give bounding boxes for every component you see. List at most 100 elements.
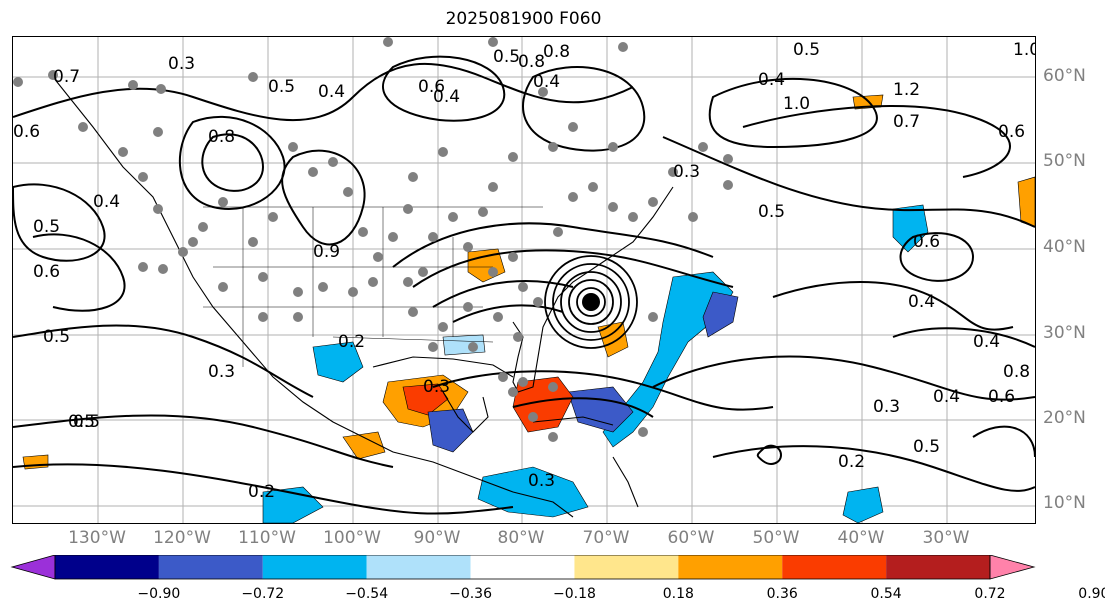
lat-label-60n: 60°N <box>1043 66 1086 86</box>
lon-label-130w: 130°W <box>68 528 126 548</box>
contour-label: 0.3 <box>873 397 900 417</box>
contour-label: 1.0 <box>1013 40 1035 60</box>
contour-label: 0.8 <box>208 127 235 147</box>
figure-title: 2025081900 F060 <box>445 9 602 29</box>
contour-label: 0.7 <box>893 112 920 132</box>
contour-label: 0.6 <box>418 77 445 97</box>
contour-label: 0.3 <box>423 377 450 397</box>
colorbar-tick-label: −0.72 <box>241 586 285 602</box>
shade-cool-central-america <box>477 466 589 518</box>
colorbar-segment <box>782 555 887 579</box>
contour-label: 0.5 <box>493 47 520 67</box>
colorbar-tick-label: 0.54 <box>870 586 902 602</box>
colorbar <box>10 555 1036 580</box>
contour-label: 0.8 <box>543 42 570 62</box>
contour-label: 1.2 <box>893 80 920 100</box>
contour-label: 0.5 <box>793 40 820 60</box>
lon-label-100w: 100°W <box>323 528 381 548</box>
lon-label-90w: 90°W <box>413 528 461 548</box>
contour-label: 0.3 <box>168 54 195 74</box>
colorbar-extend-high <box>989 555 1036 580</box>
contour-label: 0.4 <box>908 292 935 312</box>
colorbar-tick-label: 0.72 <box>974 586 1006 602</box>
shade-warm-mexico <box>342 431 386 460</box>
colorbar-segment <box>262 555 367 579</box>
lon-label-80w: 80°W <box>497 528 545 548</box>
contour-label: 0.7 <box>53 67 80 87</box>
colorbar-segment <box>678 555 783 579</box>
lon-label-110w: 110°W <box>238 528 296 548</box>
contour-label: 0.2 <box>338 332 365 352</box>
contour-label: 0.3 <box>673 162 700 182</box>
contour-label: 0.6 <box>988 387 1015 407</box>
contour-label: 0.5 <box>73 412 100 432</box>
contour-label: 0.4 <box>533 72 560 92</box>
colorbar-tick-label: 0.90 <box>1078 586 1105 602</box>
contour-label: 0.6 <box>998 122 1025 142</box>
contour-label: 0.4 <box>933 387 960 407</box>
colorbar-segment <box>574 555 679 579</box>
contour-label: 1.0 <box>783 94 810 114</box>
contour-label: 0.6 <box>913 232 940 252</box>
colorbar-extend-low <box>10 555 56 580</box>
contour-label: 0.4 <box>93 192 120 212</box>
colorbar-tick-label: −0.54 <box>345 586 389 602</box>
colorbar-tick-label: 0.36 <box>766 586 798 602</box>
lon-label-50w: 50°W <box>752 528 800 548</box>
shade-cool-midatlantic <box>892 204 929 253</box>
colorbar-tick-label: −0.18 <box>552 586 596 602</box>
lon-label-70w: 70°W <box>582 528 630 548</box>
contour-label: 0.5 <box>913 437 940 457</box>
shade-cool-mexico <box>312 341 364 383</box>
contour-label: 0.9 <box>313 242 340 262</box>
shade-warm-pacific2 <box>22 454 49 470</box>
political-borders <box>203 206 543 367</box>
colorbar-segment <box>55 555 159 579</box>
shaded-field <box>22 94 1035 523</box>
colorbar-tick-label: −0.36 <box>449 586 492 602</box>
colorbar-segment <box>470 555 575 579</box>
contour-label: 0.2 <box>248 482 275 502</box>
colorbar-segment <box>886 555 990 579</box>
shade-cool-east <box>842 486 884 523</box>
contour-label: 0.5 <box>68 412 95 432</box>
shade-cool-yucatan <box>427 408 474 453</box>
contour-label: 0.8 <box>518 52 545 72</box>
contour-label: 0.8 <box>1003 362 1030 382</box>
lat-label-50n: 50°N <box>1043 151 1086 171</box>
contour-label: 0.5 <box>33 217 60 237</box>
hurricane-center-marker <box>582 293 600 311</box>
colorbar-tick-label: 0.18 <box>662 586 694 602</box>
contour-label: 0.5 <box>43 327 70 347</box>
lon-label-60w: 60°W <box>667 528 715 548</box>
shade-cool-atlantic-core <box>702 291 739 338</box>
shade-cool-texas <box>442 334 486 356</box>
contour-label: 0.5 <box>758 202 785 222</box>
lon-label-30w: 30°W <box>922 528 970 548</box>
map-canvas: 0.70.30.60.5 0.4 0.60.40.80.50.40.80.40.51… <box>13 37 1035 523</box>
shade-warm-east <box>1017 176 1035 228</box>
contour-label: 0.5 <box>268 77 295 97</box>
colorbar-tick-label: −0.90 <box>137 586 181 602</box>
contour-label: 0.6 <box>33 262 60 282</box>
contour-label: 0.4 <box>973 332 1000 352</box>
observation-stations <box>13 37 733 442</box>
lat-label-30n: 30°N <box>1043 323 1086 343</box>
contour-label: 0.6 <box>13 122 40 142</box>
lat-label-40n: 40°N <box>1043 237 1086 257</box>
contour-labels: 0.70.30.60.5 0.4 0.60.40.80.50.40.80.40.51… <box>13 40 1035 502</box>
shade-warm-ne <box>597 321 629 358</box>
contour-label: 0.3 <box>208 362 235 382</box>
colorbar-segment <box>158 555 263 579</box>
contour-label: 0.4 <box>318 82 345 102</box>
contour-label: 0.3 <box>528 471 555 491</box>
shade-hot-gulf <box>402 383 449 416</box>
contour-label: 0.4 <box>758 70 785 90</box>
colorbar-segment <box>366 555 471 579</box>
map-panel[interactable]: 0.7 0.3 0.6 0.5 0.4 0.6 0.4 0.8 0.5 0.4 0.8 0.4 0.5 1… <box>12 36 1036 524</box>
contour-label: 0.2 <box>838 452 865 472</box>
lon-label-40w: 40°W <box>837 528 885 548</box>
contour-label: 0.4 <box>433 87 460 107</box>
lat-label-10n: 10°N <box>1043 493 1086 513</box>
lon-label-120w: 120°W <box>153 528 211 548</box>
